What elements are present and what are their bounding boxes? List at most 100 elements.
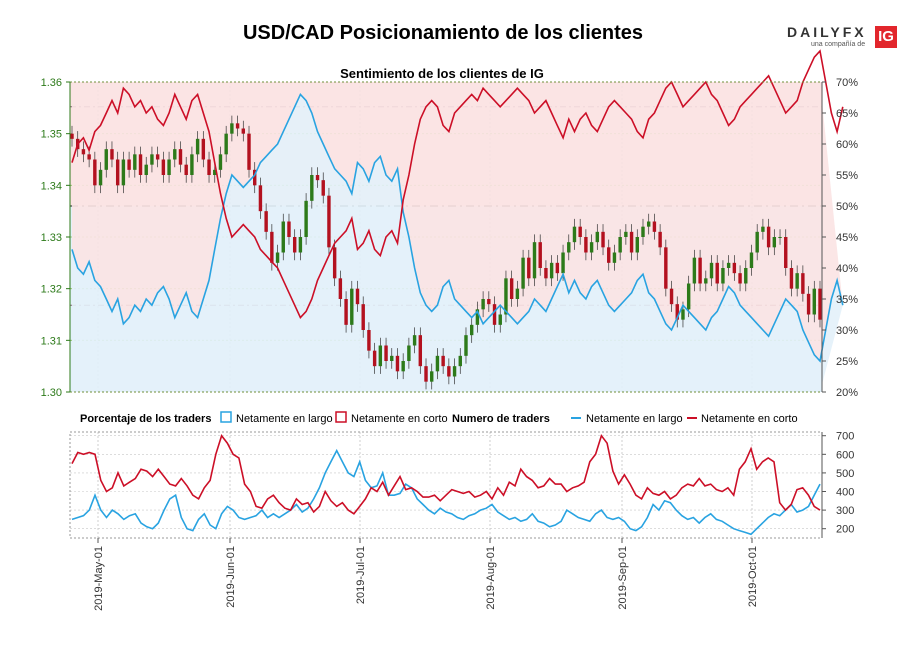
candle-body: [258, 185, 263, 212]
candle-body: [538, 242, 542, 268]
date-tick-label: 2019-Jul-01: [355, 546, 367, 604]
candle-body: [555, 262, 560, 274]
candle-body: [704, 278, 708, 284]
candle-body: [184, 164, 188, 175]
candle-body: [304, 200, 308, 237]
candle-body: [270, 231, 274, 263]
percent-tick-label: 40%: [836, 263, 858, 275]
candle-body: [110, 149, 114, 160]
candle-body: [635, 237, 639, 253]
count-tick-label: 200: [836, 524, 854, 536]
candle-body: [372, 350, 377, 367]
candle-body: [698, 257, 702, 284]
candle-body: [401, 361, 405, 372]
date-tick-label: 2019-Jun-01: [225, 546, 237, 608]
candle-body: [378, 345, 383, 367]
candle-body: [549, 262, 554, 279]
percent-tick-label: 35%: [836, 294, 858, 306]
candle-body: [498, 314, 502, 325]
candle-body: [601, 231, 605, 248]
candle-body: [384, 345, 388, 361]
chart-subtitle: Sentimiento de los clientes de IG: [340, 66, 544, 81]
legend-pct-short-label: Netamente en corto: [351, 413, 448, 425]
candle-body: [447, 366, 451, 377]
candle-body: [235, 123, 240, 129]
net-short-area: [72, 82, 843, 361]
candle-body: [487, 299, 491, 305]
candle-body: [418, 335, 423, 367]
count-tick-label: 500: [836, 468, 854, 480]
count-tick-label: 700: [836, 431, 854, 443]
candle-body: [618, 237, 622, 253]
candle-body: [173, 149, 177, 160]
percent-tick-label: 55%: [836, 170, 858, 182]
candle-body: [789, 268, 794, 289]
candle-body: [264, 211, 268, 232]
price-tick-label: 1.34: [41, 180, 62, 192]
candle-body: [458, 355, 462, 367]
candle-body: [469, 324, 474, 336]
candle-body: [641, 226, 645, 237]
candle-body: [412, 335, 417, 346]
candle-body: [527, 257, 531, 279]
bottom-gridlines: [70, 432, 822, 538]
candle-body: [481, 299, 485, 310]
percent-tick-label: 45%: [836, 232, 858, 244]
candle-body: [572, 226, 577, 243]
candle-body: [332, 247, 337, 279]
percent-tick-label: 65%: [836, 108, 858, 120]
candle-body: [567, 242, 571, 253]
net-long-area: [72, 94, 843, 393]
candle-body: [150, 154, 154, 165]
candle-body: [155, 154, 160, 160]
count-net-short-line: [71, 433, 821, 515]
candle-body: [395, 355, 400, 372]
candle-body: [646, 221, 651, 227]
candle-body: [744, 268, 748, 284]
candle-body: [715, 262, 719, 284]
candle-body: [87, 154, 91, 160]
candle-body: [310, 175, 314, 201]
percent-axis: 20% 25% 30% 35% 40% 45% 50% 55% 60% 65% 70%: [821, 77, 858, 399]
candle-body: [121, 159, 126, 186]
candle-body: [133, 154, 137, 170]
candle-body: [241, 128, 246, 134]
sentiment-area: [72, 82, 843, 393]
percent-tick-label: 30%: [836, 325, 858, 337]
candle-body: [195, 138, 200, 155]
date-tick-label: 2019-Aug-01: [485, 546, 497, 610]
candle-body: [275, 252, 280, 263]
candle-body: [806, 293, 811, 315]
candle-body: [218, 154, 223, 170]
candle-body: [721, 268, 725, 284]
candle-body: [127, 159, 131, 170]
candle-body: [138, 154, 143, 175]
candle-body: [407, 345, 411, 361]
candle-body: [315, 175, 320, 181]
trader-count-lines: [71, 433, 821, 536]
candle-body: [287, 221, 291, 237]
candle-body: [784, 237, 788, 268]
percent-tick-label: 60%: [836, 139, 858, 151]
candle-body: [464, 335, 468, 356]
candle-body: [321, 180, 325, 196]
candle-body: [532, 242, 537, 279]
candle-body: [686, 283, 691, 310]
candle-body: [664, 247, 668, 289]
date-tick-label: 2019-Sep-01: [617, 546, 629, 610]
price-tick-label: 1.32: [41, 284, 62, 296]
legend-pct-long-swatch: [220, 411, 232, 423]
candle-body: [772, 237, 777, 248]
price-tick-label: 1.33: [41, 232, 62, 244]
price-tick-label: 1.36: [41, 77, 62, 89]
candle-body: [692, 257, 697, 284]
candle-body: [390, 355, 394, 361]
candle-body: [812, 288, 816, 315]
candle-body: [144, 164, 148, 175]
legend-num-title: Numero de traders: [452, 413, 550, 425]
candle-body: [595, 231, 600, 243]
legend-pct-short-swatch: [335, 411, 347, 423]
candle-body: [441, 355, 445, 367]
candle-body: [652, 221, 657, 232]
candle-body: [167, 159, 171, 175]
